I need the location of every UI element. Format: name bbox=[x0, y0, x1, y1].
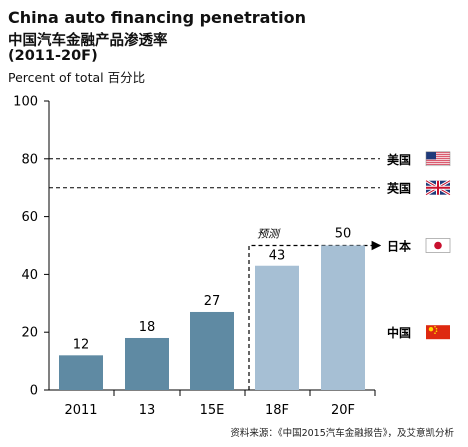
us-flag-stripe bbox=[426, 155, 450, 157]
reference-label: 英国 bbox=[387, 181, 411, 196]
japan-flag bbox=[425, 238, 451, 253]
y-tick-label: 60 bbox=[21, 210, 38, 225]
chart-title: China auto financing penetration bbox=[8, 8, 306, 27]
us-flag-stripe bbox=[426, 158, 450, 160]
flag-border bbox=[425, 151, 451, 167]
uk-flag-cross-red bbox=[426, 180, 450, 195]
us-flag-stripe bbox=[426, 162, 450, 164]
chart-subtitle: 中国汽车金融产品渗透率 bbox=[8, 33, 168, 49]
china-flag-small-star bbox=[435, 330, 438, 332]
reference-label: 美国 bbox=[387, 152, 411, 167]
bar-value-label: 43 bbox=[269, 249, 286, 264]
bar-value-label: 50 bbox=[335, 227, 352, 242]
y-tick-label: 80 bbox=[21, 152, 38, 167]
us-flag-stripe bbox=[426, 163, 450, 165]
us-flag-stripe bbox=[426, 161, 450, 163]
bar bbox=[190, 311, 234, 390]
chart-period: (2011-20F) bbox=[8, 48, 98, 64]
bar bbox=[59, 355, 103, 390]
y-tick-label: 40 bbox=[21, 268, 38, 283]
uk-flag bbox=[425, 179, 451, 196]
y-tick-label: 0 bbox=[30, 384, 38, 399]
japan-flag-disc bbox=[434, 241, 442, 250]
y-tick-label: 20 bbox=[21, 326, 38, 341]
bar-value-label: 27 bbox=[204, 294, 221, 309]
us-flag bbox=[425, 151, 451, 167]
us-flag-stripe bbox=[426, 153, 450, 155]
us-flag-stripe bbox=[426, 160, 450, 162]
china-flag-small-star bbox=[435, 327, 438, 330]
us-flag-stripe bbox=[426, 154, 450, 156]
china-flag-small-star bbox=[434, 325, 436, 328]
bar-value-label: 12 bbox=[73, 337, 90, 352]
y-axis-label: Percent of total 百分比 bbox=[8, 70, 146, 85]
china-flag-field bbox=[426, 325, 450, 340]
bar-value-label: 18 bbox=[139, 320, 156, 335]
x-tick-label: 13 bbox=[139, 403, 156, 418]
x-tick-label: 15E bbox=[200, 403, 225, 418]
us-flag-stripe bbox=[426, 164, 450, 166]
china-flag bbox=[426, 325, 450, 340]
x-tick-label: 2011 bbox=[64, 403, 97, 418]
bar bbox=[255, 265, 299, 390]
us-flag-stripe bbox=[426, 159, 450, 161]
y-tick-label: 100 bbox=[13, 95, 38, 110]
china-flag-star bbox=[428, 327, 434, 332]
bar bbox=[321, 245, 365, 390]
x-tick-label: 20F bbox=[331, 403, 355, 418]
reference-label: 中国 bbox=[387, 325, 411, 340]
x-tick-label: 18F bbox=[265, 403, 289, 418]
forecast-label: 预测 bbox=[257, 228, 281, 241]
reference-label: 日本 bbox=[387, 239, 411, 254]
us-flag-stripe bbox=[426, 152, 450, 154]
source-note: 资料来源：《中国2015汽车金融报告》，及艾意凯分析 bbox=[230, 428, 454, 439]
us-flag-stripe bbox=[426, 156, 450, 158]
bar bbox=[125, 337, 169, 390]
us-flag-stripe bbox=[426, 157, 450, 159]
us-flag-canton bbox=[426, 151, 436, 160]
us-flag-stripe bbox=[426, 151, 450, 153]
china-flag-small-star bbox=[434, 332, 436, 334]
